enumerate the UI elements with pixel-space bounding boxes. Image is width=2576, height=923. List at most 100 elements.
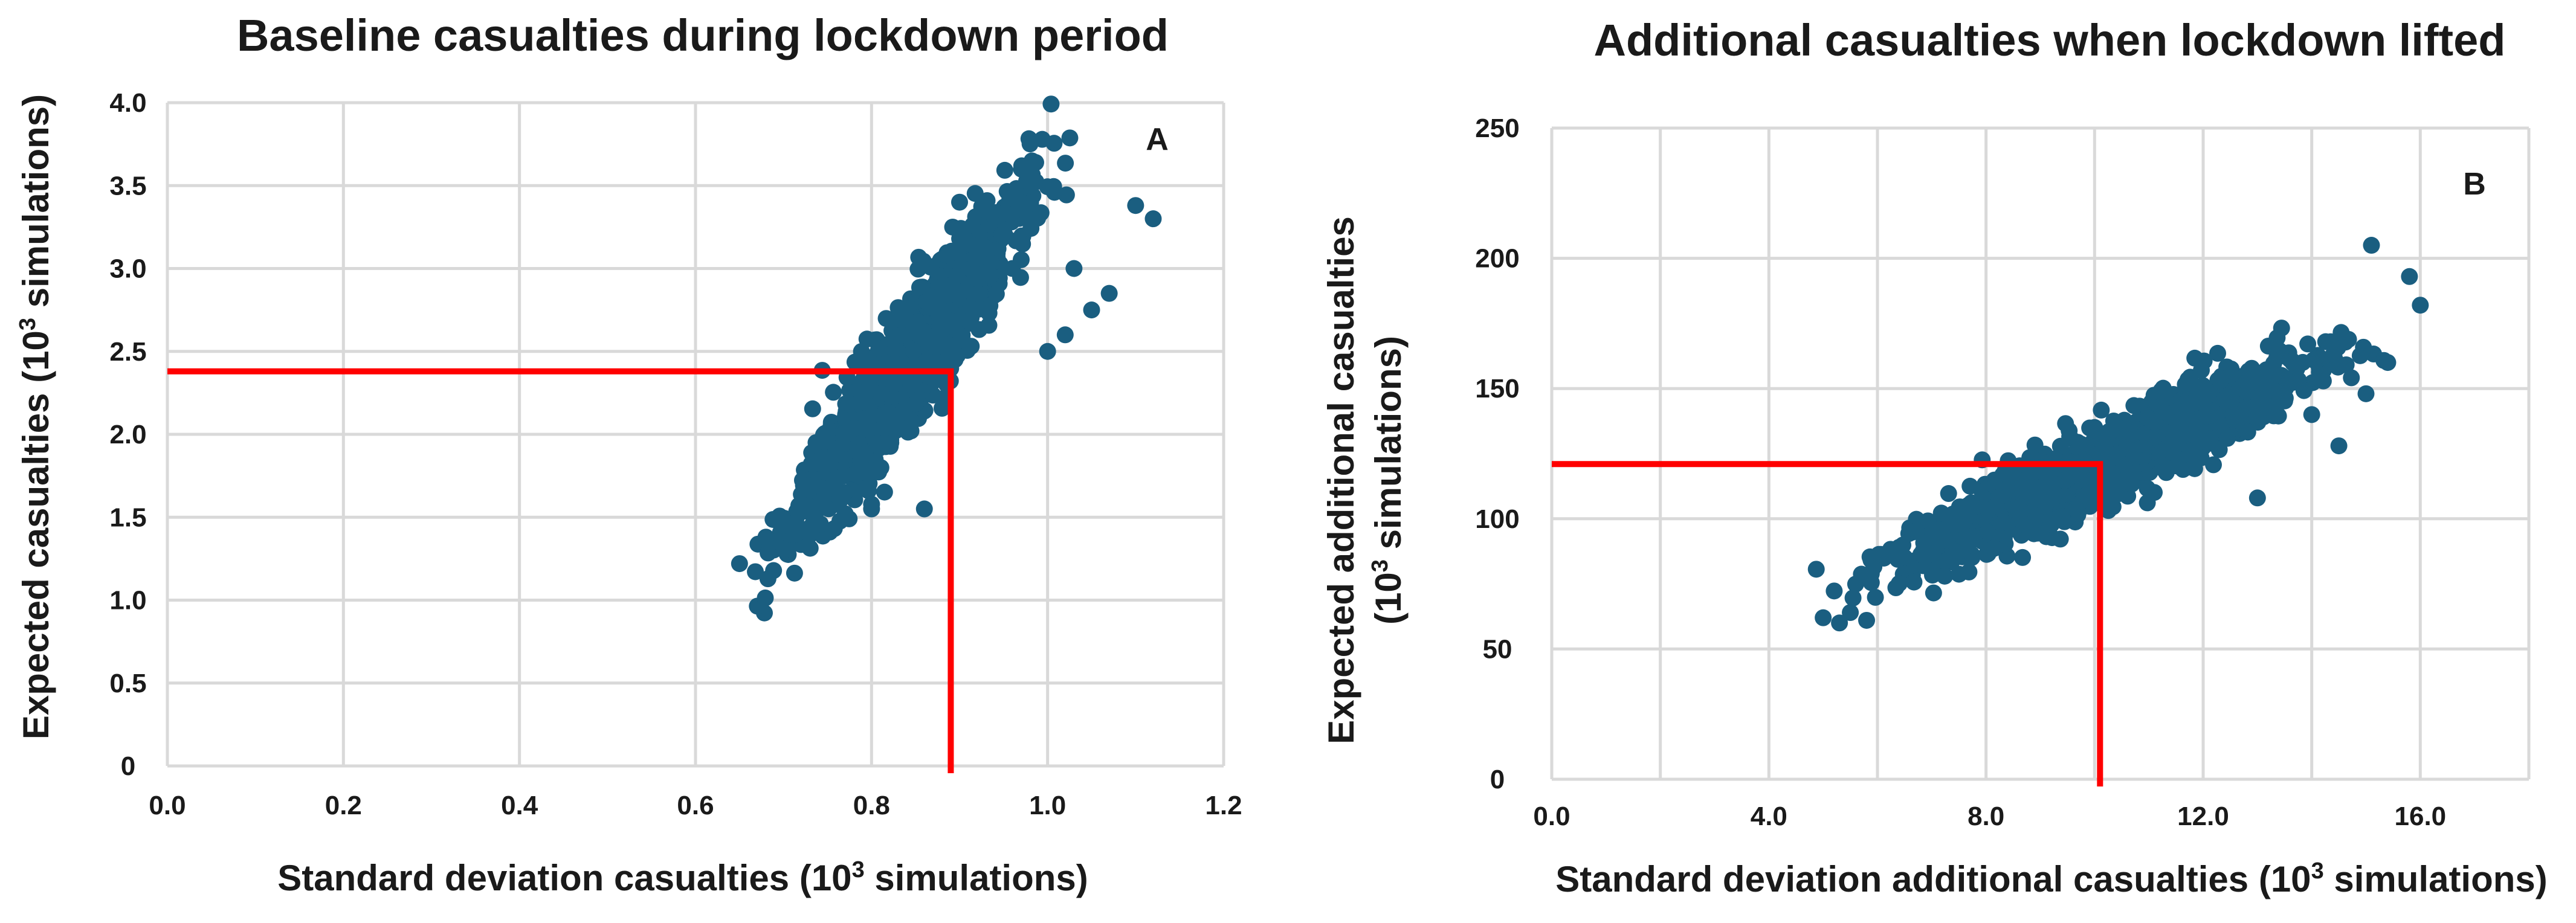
chart-a-point xyxy=(1100,285,1118,302)
chart-a-x-tick-label: 0.4 xyxy=(501,791,538,820)
chart-b-y-axis-label-line1: Expected additional casualties xyxy=(1321,216,1361,744)
chart-a-point xyxy=(893,327,911,344)
chart-a-point xyxy=(902,376,920,393)
chart-b-point xyxy=(2351,347,2369,364)
chart-a-point xyxy=(1039,178,1056,196)
chart-a-point xyxy=(960,312,978,330)
chart-b-point xyxy=(1946,516,1963,534)
chart-b-point xyxy=(2125,444,2142,462)
chart-a-point xyxy=(825,472,843,489)
chart-b-x-tick-label: 16.0 xyxy=(2395,802,2447,831)
chart-b-point xyxy=(2139,409,2156,426)
chart-b-point xyxy=(2343,369,2360,387)
chart-a-point xyxy=(1057,186,1075,204)
chart-b-y-tick-label: 50 xyxy=(1483,634,1512,664)
chart-a-point xyxy=(876,483,893,501)
chart-a-point xyxy=(967,249,985,267)
chart-b-point xyxy=(2042,511,2059,529)
chart-b-y-tick-label: 250 xyxy=(1475,114,1519,143)
chart-a-point xyxy=(966,265,984,283)
chart-a-point xyxy=(948,268,966,285)
chart-a-point xyxy=(1127,197,1144,214)
chart-b-point xyxy=(2198,408,2215,425)
chart-a-point xyxy=(1032,204,1050,222)
chart-b-y-axis-label-line2: (103 simulations) xyxy=(1367,336,1409,625)
chart-a-y-tick-label: 0 xyxy=(121,751,135,781)
chart-a-point xyxy=(815,495,832,512)
chart-b-point xyxy=(2250,375,2267,392)
chart-a-point xyxy=(933,399,951,417)
chart-b-point xyxy=(2401,268,2418,285)
chart-b-x-tick-label: 0.0 xyxy=(1533,802,1570,831)
chart-a-point xyxy=(799,477,817,495)
chart-a-x-tick-label: 0.0 xyxy=(149,791,186,820)
chart-a-point xyxy=(1018,172,1036,190)
chart-a-point xyxy=(870,340,888,358)
chart-b-point xyxy=(1955,529,1973,546)
chart-a-point xyxy=(952,220,970,237)
chart-a-panel-letter: A xyxy=(1146,122,1169,157)
chart-b-point xyxy=(2273,320,2290,337)
chart-a-point xyxy=(801,539,819,557)
chart-b-title: Additional casualties when lockdown lift… xyxy=(1594,15,2506,65)
chart-b-point xyxy=(2308,351,2325,368)
chart-b-point xyxy=(1908,522,1925,539)
chart-a-reference-lines xyxy=(167,368,954,773)
chart-b-point xyxy=(2186,349,2204,367)
chart-b-point xyxy=(2018,475,2036,493)
chart-b-point xyxy=(2363,237,2380,254)
chart-a-point xyxy=(885,376,903,393)
chart-b-point xyxy=(2191,423,2209,440)
chart-b-x-axis-label: Standard deviation additional casualties… xyxy=(1555,858,2548,899)
chart-a-point xyxy=(934,302,951,320)
chart-a-point xyxy=(861,353,879,370)
chart-a-x-tick-label: 1.2 xyxy=(1205,791,1242,820)
chart-a-point xyxy=(879,404,897,421)
chart-a-point xyxy=(812,515,829,533)
chart-a-point xyxy=(854,419,871,437)
chart-a-point xyxy=(757,529,775,546)
chart-a-point xyxy=(921,350,938,368)
chart-b-x-tick-label: 8.0 xyxy=(1968,802,2004,831)
chart-a-point xyxy=(857,480,875,497)
chart-a-point xyxy=(1027,154,1044,172)
chart-b-y-tick-label: 150 xyxy=(1475,374,1519,404)
chart-b-point xyxy=(2154,460,2172,477)
chart-a-point xyxy=(862,462,880,479)
chart-b-point xyxy=(1980,501,1997,519)
chart-a-point xyxy=(856,446,874,463)
chart-b-point xyxy=(2325,346,2342,364)
chart-b-point xyxy=(1990,489,2007,506)
chart-a-point xyxy=(983,254,1001,272)
chart-b-point xyxy=(1940,485,1957,503)
chart-a-points xyxy=(731,95,1162,622)
chart-a-point xyxy=(928,338,945,356)
chart-b-point xyxy=(2239,423,2256,441)
chart-b-point xyxy=(2026,436,2044,454)
chart-a-y-ticks: 0 0.5 1.0 1.5 2.0 2.5 3.0 3.5 4.0 xyxy=(109,88,146,781)
chart-a-x-axis-label: Standard deviation casualties (103 simul… xyxy=(277,857,1088,898)
chart-a-point xyxy=(909,326,927,343)
chart-b-points xyxy=(1807,237,2429,632)
chart-a-point xyxy=(1007,232,1025,249)
chart-a-point xyxy=(1061,129,1079,147)
chart-a-x-tick-label: 1.0 xyxy=(1029,791,1066,820)
chart-b-point xyxy=(2096,437,2114,455)
chart-a-point xyxy=(760,544,777,562)
chart-a-y-tick-label: 1.0 xyxy=(109,586,146,616)
chart-b-point xyxy=(2223,391,2241,408)
chart-b-point xyxy=(2330,437,2348,455)
chart-b-point xyxy=(2276,392,2293,410)
chart-a-point xyxy=(836,505,854,523)
chart-a-point xyxy=(792,495,810,513)
chart-a-point xyxy=(827,442,845,459)
chart-a-point xyxy=(1065,260,1083,277)
chart-a-point xyxy=(1042,95,1060,113)
chart-b-point xyxy=(2303,406,2320,423)
chart-b-y-ticks: 0 50 100 150 200 250 xyxy=(1475,114,1519,794)
chart-b-point xyxy=(2332,324,2350,341)
chart-a-point xyxy=(915,252,932,270)
chart-b-point xyxy=(1872,545,1890,563)
chart-b-point xyxy=(1887,579,1905,597)
